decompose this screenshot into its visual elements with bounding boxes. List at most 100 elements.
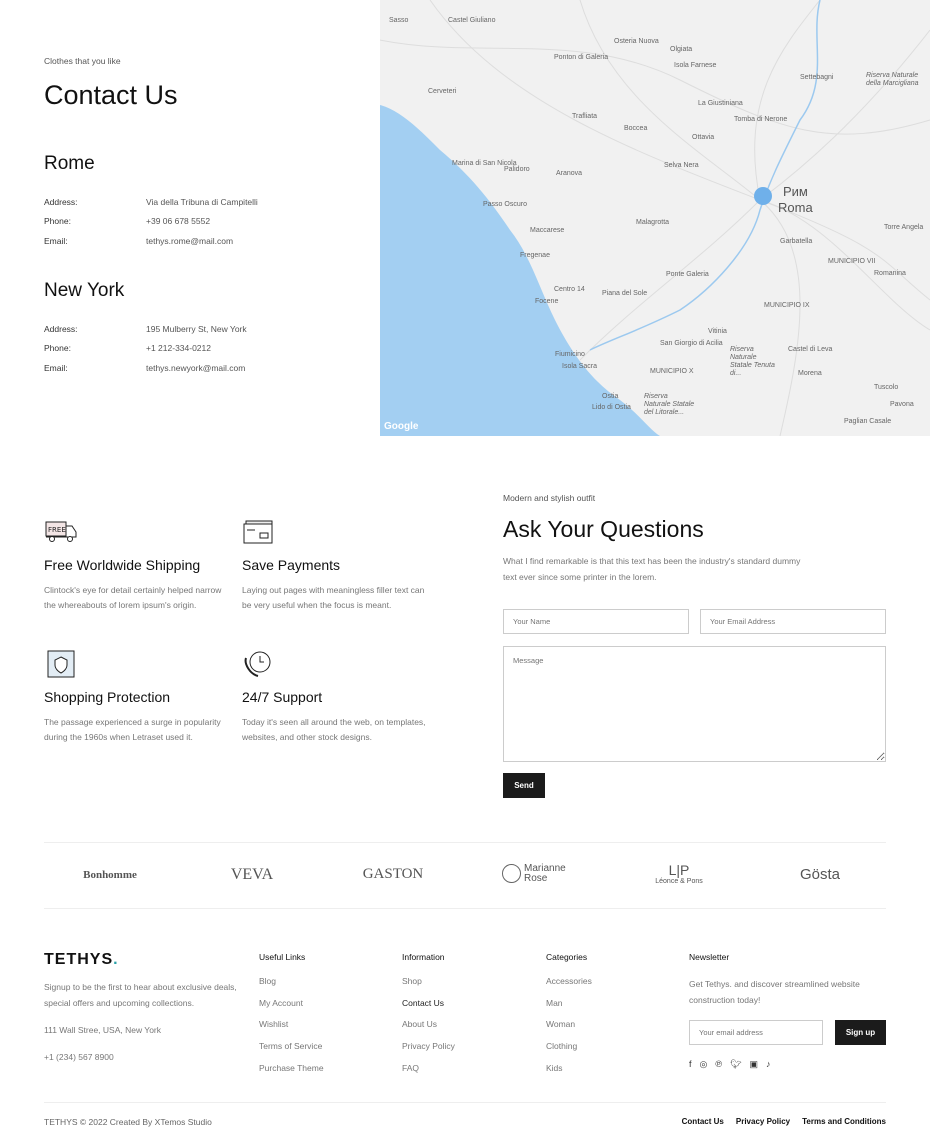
email-input[interactable]: [700, 609, 886, 634]
svg-text:FREE: FREE: [48, 526, 66, 534]
map-label: Centro 14: [554, 286, 585, 293]
tiktok-icon[interactable]: ♪: [765, 1059, 771, 1069]
footer-link[interactable]: Privacy Policy: [402, 1041, 455, 1052]
footer-about: Signup to be the first to hear about exc…: [44, 982, 237, 1008]
brand-logo[interactable]: Bonhomme: [83, 869, 137, 881]
map-label: Selva Nera: [664, 162, 699, 169]
bottom-link-contact[interactable]: Contact Us: [681, 1117, 724, 1126]
signup-button[interactable]: Sign up: [835, 1020, 886, 1045]
name-input[interactable]: [503, 609, 689, 634]
map-label: Isola Farnese: [674, 62, 717, 69]
footer-link[interactable]: Kids: [546, 1062, 563, 1073]
message-textarea[interactable]: [503, 646, 886, 762]
footer-link[interactable]: Woman: [546, 1019, 576, 1030]
footer-logo: TETHYS.: [44, 951, 119, 968]
map-label: Riserva Naturale della Marcigliana: [866, 72, 919, 87]
facebook-icon[interactable]: f: [689, 1059, 692, 1069]
map-label: Ostia: [602, 393, 619, 400]
map-label: Torre Angela: [884, 224, 924, 231]
instagram-icon[interactable]: ◎: [699, 1059, 708, 1069]
feature-title: Free Worldwide Shipping: [44, 557, 201, 573]
footer-link[interactable]: Blog: [259, 976, 277, 986]
footer-column-categories: Categories Accessories Man Woman Clothin…: [546, 952, 592, 1084]
email-link[interactable]: tethys.newyork@mail.com: [146, 363, 246, 373]
column-title: Newsletter: [689, 952, 730, 962]
map-label: Tomba di Nerone: [734, 116, 788, 123]
newsletter-text: Get Tethys. and discover streamlined web…: [689, 979, 860, 1005]
brand-logo-mark-icon: [502, 864, 521, 883]
column-title: Categories: [546, 952, 588, 962]
brand-logo[interactable]: Marianne Rose: [524, 863, 566, 884]
map-label: Ottavia: [692, 134, 715, 141]
footer-link[interactable]: Purchase Theme: [259, 1062, 324, 1073]
footer-address: 111 Wall Stree, USA, New York: [44, 1025, 162, 1035]
copyright: TETHYS © 2022 Created By XTemos Studio: [44, 1117, 212, 1127]
feature-title: 24/7 Support: [242, 689, 323, 705]
office-phone: Phone: +39 06 678 5552: [44, 216, 211, 226]
map-label: Osteria Nuova: [614, 38, 659, 45]
footer-link[interactable]: My Account: [259, 997, 303, 1008]
brand-logo-subtitle: Léonce & Pons: [655, 878, 703, 885]
footer-link[interactable]: Wishlist: [259, 1019, 289, 1030]
map-label: Cerveteri: [428, 88, 457, 95]
map-label: Boccea: [624, 125, 648, 132]
send-button[interactable]: Send: [503, 773, 545, 798]
footer-link[interactable]: About Us: [402, 1019, 437, 1030]
map-label: Garbatella: [780, 238, 813, 245]
map-label: Aranova: [556, 170, 583, 177]
map-label: Ponton di Galeria: [554, 54, 609, 61]
social-links: f ◎ ℗ 🐦︎ ▣ ♪: [689, 1059, 770, 1070]
feature-title: Shopping Protection: [44, 689, 171, 705]
map-label: Focene: [535, 298, 559, 305]
twitter-icon[interactable]: 🐦︎: [730, 1059, 742, 1069]
footer-link[interactable]: Accessories: [546, 976, 592, 986]
office-phone: Phone: +1 212-334-0212: [44, 343, 211, 353]
footer-link[interactable]: FAQ: [402, 1062, 420, 1073]
form-eyebrow: Modern and stylish outfit: [503, 493, 596, 503]
footer-link[interactable]: Shop: [402, 976, 422, 986]
map-label: Passo Oscuro: [483, 201, 527, 208]
map-label: Romanina: [874, 270, 906, 277]
map-label: Palidoro: [504, 166, 530, 173]
map-city-label-ru: Рим: [783, 184, 808, 199]
office-email: Email: tethys.newyork@mail.com: [44, 363, 246, 373]
map-city-label: Roma: [778, 200, 813, 215]
map-label: Vitinia: [708, 328, 727, 335]
feature-text: The passage experienced a surge in popul…: [44, 717, 221, 742]
email-link[interactable]: tethys.rome@mail.com: [146, 236, 234, 246]
form-title: Ask Your Questions: [503, 516, 704, 542]
page-title: Contact Us: [44, 80, 178, 110]
office-address: Address: Via della Tribuna di Campitelli: [44, 197, 258, 207]
footer-link[interactable]: Man: [546, 997, 563, 1008]
feature-title: Save Payments: [242, 557, 341, 573]
map-label: Maccarese: [530, 227, 565, 234]
shield-box-icon: [47, 650, 75, 678]
bottom-link-terms[interactable]: Terms and Conditions: [802, 1117, 886, 1126]
footer-link[interactable]: Contact Us: [402, 997, 445, 1008]
pinterest-icon[interactable]: ℗: [715, 1059, 723, 1069]
map-label: MUNICIPIO IX: [764, 302, 810, 309]
footer-column-useful-links: Useful Links Blog My Account Wishlist Te…: [259, 952, 324, 1084]
map-label: Castel di Leva: [788, 346, 833, 353]
brand-logo[interactable]: Gösta: [799, 866, 841, 883]
map-label: Lido di Ostia: [592, 404, 631, 411]
youtube-icon[interactable]: ▣: [749, 1059, 758, 1069]
form-intro: What I find remarkable is that this text…: [503, 556, 801, 582]
bottom-link-privacy[interactable]: Privacy Policy: [735, 1117, 791, 1126]
newsletter-email-input[interactable]: [689, 1020, 823, 1045]
footer-link[interactable]: Clothing: [546, 1041, 578, 1052]
map[interactable]: Рим Roma Sasso Castel Giuliano Cerveteri…: [380, 0, 930, 436]
office-city: New York: [44, 280, 125, 301]
footer-link[interactable]: Terms of Service: [259, 1041, 323, 1052]
map-label: Fregenae: [520, 252, 550, 259]
feature-text: Today it's seen all around the web, on t…: [242, 717, 426, 742]
map-label: Castel Giuliano: [448, 17, 496, 24]
map-label: Settebagni: [800, 74, 834, 81]
free-shipping-truck-icon: FREE: [45, 521, 77, 542]
brand-logo[interactable]: GASTON: [362, 866, 424, 882]
brand-logo[interactable]: L|P: [668, 862, 690, 878]
map-label: Paglian Casale: [844, 418, 892, 425]
brand-logo[interactable]: VEVA: [230, 866, 274, 883]
map-label: Olgiata: [670, 46, 693, 53]
map-attribution: Google: [384, 421, 419, 432]
